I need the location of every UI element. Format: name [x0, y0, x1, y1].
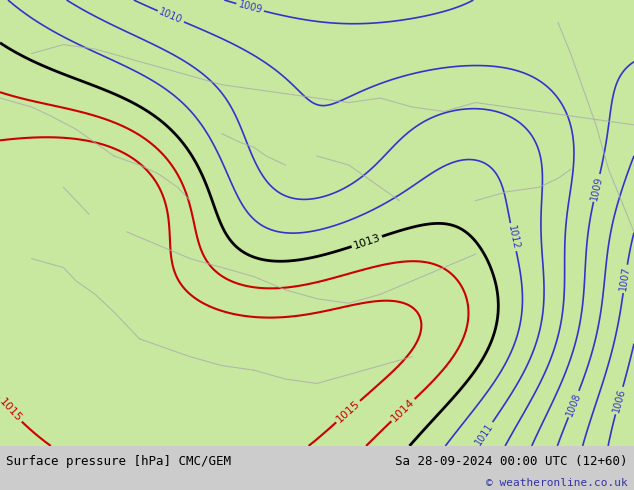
- Text: 1012: 1012: [506, 224, 521, 250]
- Text: 1009: 1009: [237, 0, 263, 16]
- Text: 1011: 1011: [474, 421, 496, 447]
- Text: © weatheronline.co.uk: © weatheronline.co.uk: [486, 478, 628, 489]
- Text: 1015: 1015: [334, 398, 362, 425]
- Text: 1007: 1007: [619, 266, 632, 292]
- Text: 1008: 1008: [564, 391, 583, 417]
- Text: 1014: 1014: [389, 397, 417, 423]
- Text: Surface pressure [hPa] CMC/GEM: Surface pressure [hPa] CMC/GEM: [6, 455, 231, 468]
- Text: 1009: 1009: [589, 175, 604, 201]
- Text: 1006: 1006: [611, 388, 627, 414]
- Text: 1015: 1015: [0, 396, 24, 424]
- Text: Sa 28-09-2024 00:00 UTC (12+60): Sa 28-09-2024 00:00 UTC (12+60): [395, 455, 628, 468]
- Text: 1013: 1013: [352, 232, 382, 251]
- Text: 1010: 1010: [158, 7, 184, 26]
